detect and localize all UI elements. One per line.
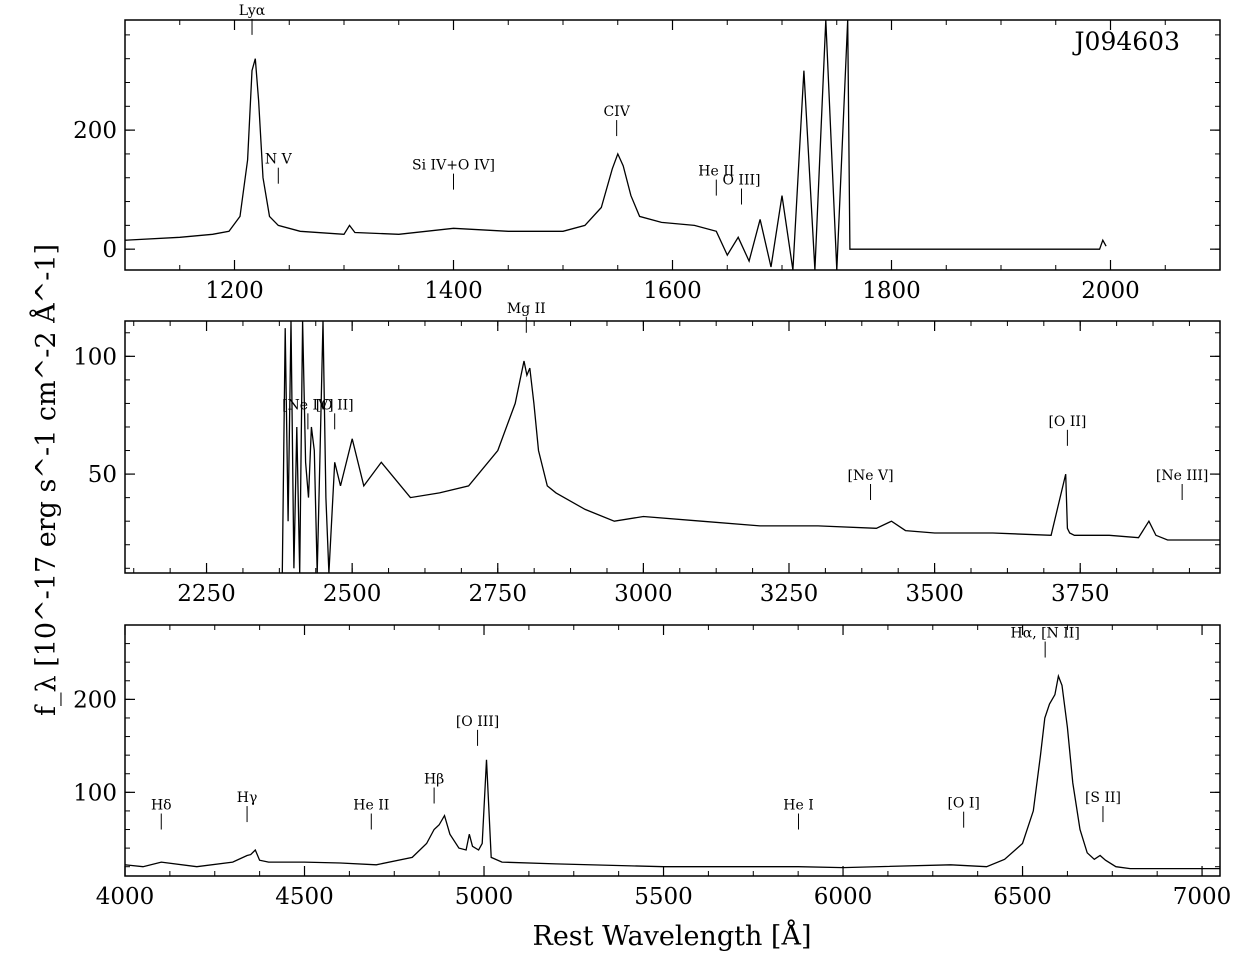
panel-2: 2250 2500 2750 3000 3250 3500 3750 50 100 [Ne IV]… (73, 301, 1221, 607)
line-annotation: CIV (603, 104, 630, 120)
line-annotation: [O II] (316, 397, 354, 413)
y-tick-label: 100 (73, 780, 117, 806)
x-tick-label: 2250 (177, 581, 236, 607)
spectrum-series-line (281, 321, 1220, 573)
y-tick-label: 200 (73, 118, 117, 144)
line-annotation: He II (353, 798, 389, 814)
x-tick-label: 5000 (455, 884, 514, 910)
x-tick-label: 3250 (760, 581, 819, 607)
line-annotation: [Ne IV] (282, 397, 334, 413)
y-tick-label: 100 (73, 344, 117, 370)
line-annotation: Hδ (151, 798, 172, 814)
line-annotation: [Ne III] (1156, 468, 1209, 484)
x-tick-label: 5500 (634, 884, 693, 910)
panel-1: 1200 1400 1600 1800 2000 0 200 Lyα N V Si IV+O IV… (73, 3, 1221, 304)
x-tick-label: 6000 (814, 884, 873, 910)
x-tick-label: 1800 (862, 278, 921, 304)
line-annotation: [O I] (947, 796, 979, 812)
line-annotation: He I (783, 798, 813, 814)
axes-frame (124, 19, 1221, 271)
spectrum-series-line (125, 673, 1220, 870)
line-annotation: O III] (722, 173, 760, 189)
x-tick-label: 1200 (205, 278, 264, 304)
y-tick-label: 50 (88, 462, 117, 488)
line-annotation: Hβ (424, 771, 444, 787)
x-tick-label: 2500 (323, 581, 382, 607)
y-tick-label: 200 (73, 687, 117, 713)
line-annotation: He II (698, 164, 734, 180)
x-tick-label: 4500 (275, 884, 334, 910)
panel-3: 4000 4500 5000 5500 6000 6500 7000 100 200 Hδ Hγ He… (73, 624, 1232, 910)
object-name-label: J094603 (1072, 27, 1180, 56)
x-axis-title: Rest Wavelength [Å] (532, 919, 811, 952)
y-axis-title: f_λ [10^-17 erg s^-1 cm^-2 Å^-1] (29, 244, 62, 716)
axes-frame (124, 624, 1221, 877)
spectrum-panels: 1200 1400 1600 1800 2000 0 200 Lyα N V Si IV+O IV… (73, 3, 1231, 910)
x-tick-label: 3750 (1051, 581, 1110, 607)
line-annotation: [O II] (1048, 414, 1086, 430)
line-annotation: N V (265, 152, 293, 168)
line-annotation: Hα, [N II] (1011, 626, 1080, 642)
line-annotation: Lyα (239, 3, 266, 19)
y-tick-label: 0 (102, 237, 117, 263)
axes-frame (124, 320, 1221, 574)
x-tick-label: 2750 (468, 581, 527, 607)
x-tick-label: 1600 (643, 278, 702, 304)
line-annotation: [Ne V] (848, 468, 894, 484)
line-annotation: [S II] (1085, 790, 1121, 806)
x-tick-label: 3500 (905, 581, 964, 607)
line-annotation: Si IV+O IV] (412, 158, 495, 174)
x-tick-label: 2000 (1081, 278, 1140, 304)
spectrum-series-line (125, 20, 1107, 270)
x-tick-label: 4000 (96, 884, 155, 910)
x-tick-label: 3000 (614, 581, 673, 607)
x-tick-label: 6500 (993, 884, 1052, 910)
line-annotation: Hγ (237, 790, 258, 806)
x-tick-label: 7000 (1173, 884, 1232, 910)
line-annotation: Mg II (507, 301, 546, 317)
x-tick-label: 1400 (424, 278, 483, 304)
line-annotation: [O III] (456, 714, 499, 730)
